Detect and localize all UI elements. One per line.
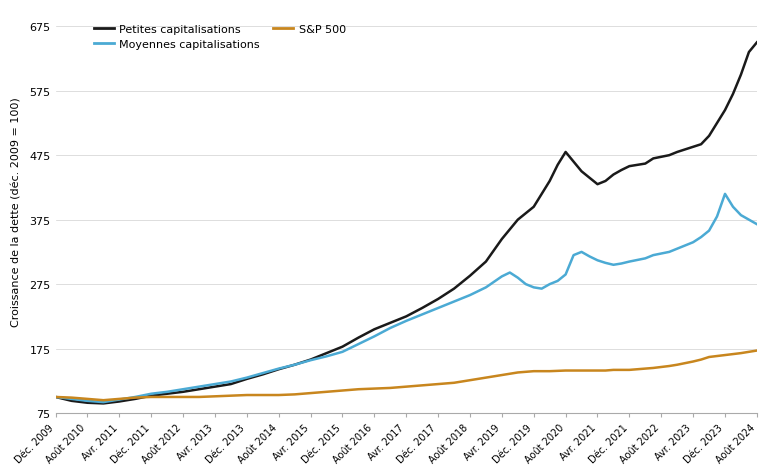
- Y-axis label: Croissance de la dette (déc. 2009 = 100): Croissance de la dette (déc. 2009 = 100): [11, 98, 21, 327]
- Legend: Petites capitalisations, Moyennes capitalisations, S&P 500: Petites capitalisations, Moyennes capita…: [89, 20, 350, 54]
